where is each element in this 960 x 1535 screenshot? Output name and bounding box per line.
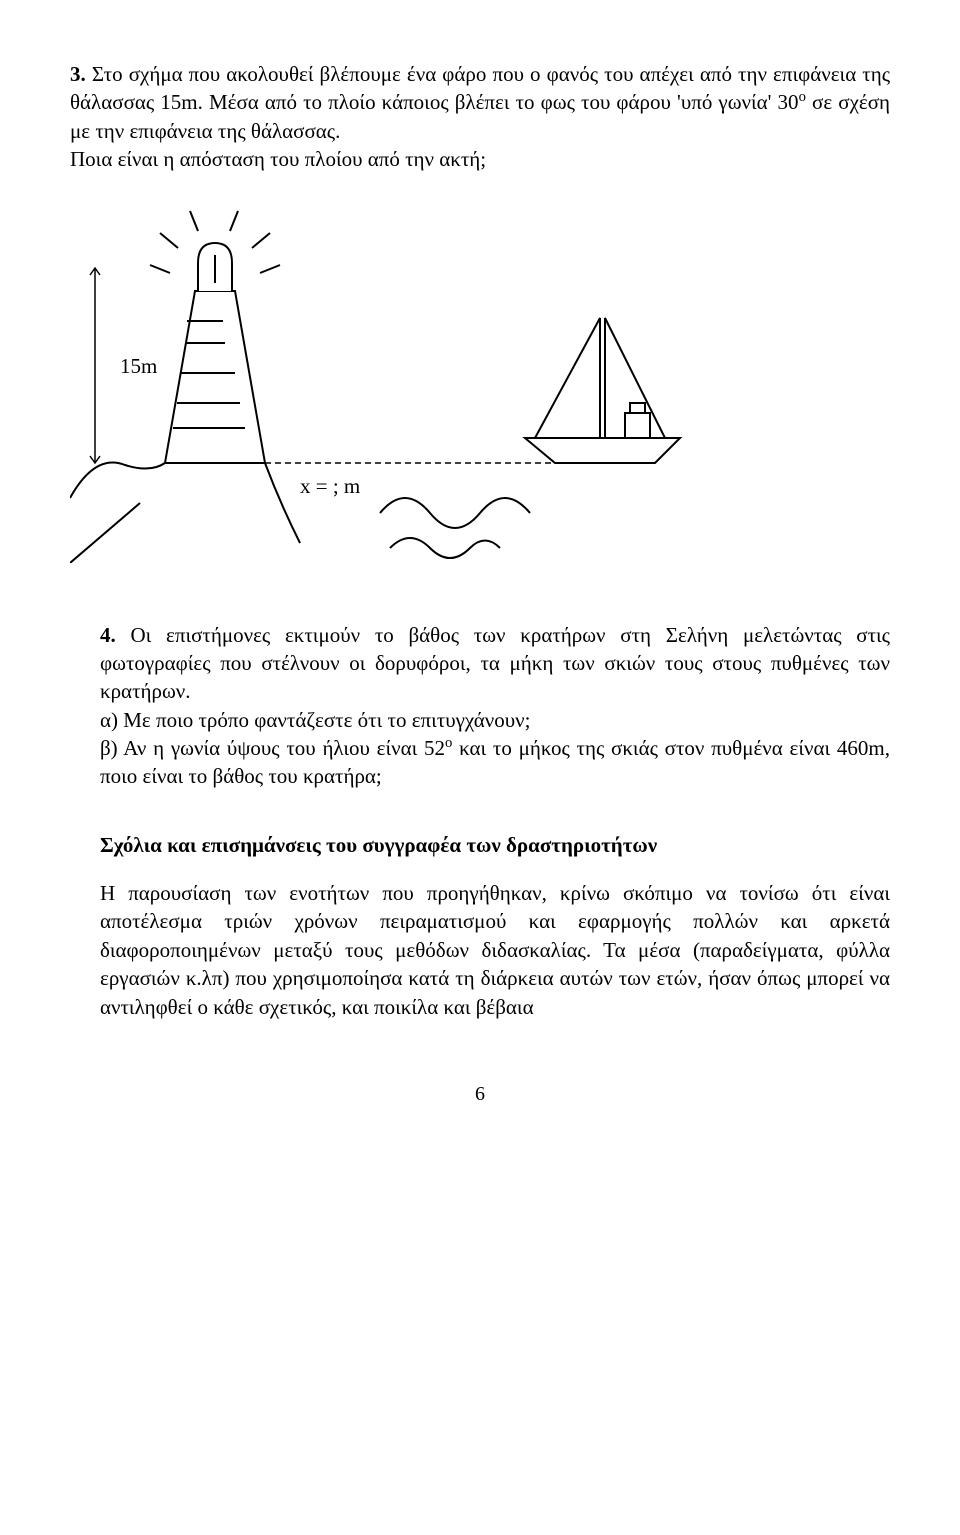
problem-3: 3. Στο σχήμα που ακολουθεί βλέπουμε ένα … [70,60,890,173]
problem-4: 4. Οι επιστήμονες εκτιμούν το βάθος των … [100,621,890,791]
problem-3-question: Ποια είναι η απόσταση του πλοίου από την… [70,147,486,171]
problem-4-a: α) Με ποιο τρόπο φαντάζεστε ότι το επιτυ… [100,708,530,732]
problem-3-text: Στο σχήμα που ακολουθεί βλέπουμε ένα φάρ… [70,62,890,114]
distance-label: x = ; m [300,474,360,498]
commentary-text: Η παρουσίαση των ενοτήτων που προηγήθηκα… [100,879,890,1021]
problem-4-number: 4. [100,623,116,647]
problem-3-number: 3. [70,62,86,86]
page-number: 6 [70,1081,890,1108]
problem-4-p1: Οι επιστήμονες εκτιμούν το βάθος των κρα… [100,623,890,704]
lighthouse-figure: 15m [70,203,890,570]
problem-4-b1: β) Αν η γωνία ύψους του ήλιου είναι 52 [100,736,445,760]
problem-3-sup: ο [799,89,806,105]
commentary-heading: Σχόλια και επισημάνσεις του συγγραφέα τω… [100,831,890,859]
height-label: 15m [120,354,157,378]
